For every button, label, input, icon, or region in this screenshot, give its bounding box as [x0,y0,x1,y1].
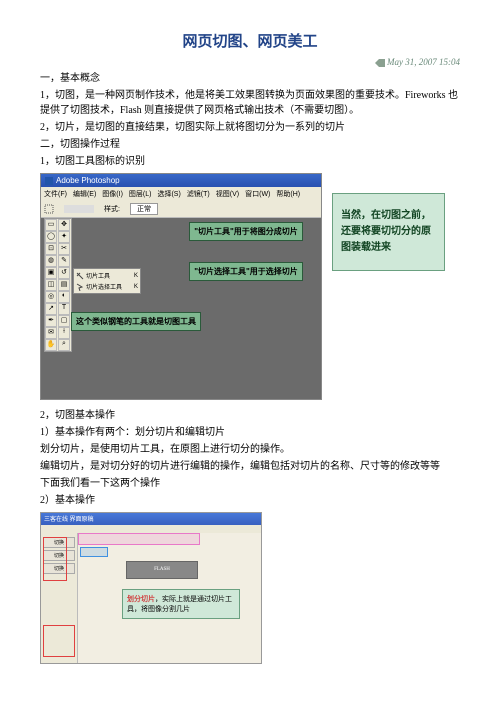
callout-slice-select: "切片选择工具"用于选择切片 [189,262,303,281]
tool-marquee[interactable]: ▭ [45,219,57,231]
tool-zoom[interactable]: ⌕ [58,339,70,351]
section3-p5: 下面我们看一下这两个操作 [40,476,460,491]
slice-select-icon [76,283,84,291]
tool-eyedrop[interactable]: ⟊ [58,327,70,339]
menu-layer[interactable]: 图层(L) [129,189,152,199]
date-line: May 31, 2007 15:04 [40,57,460,67]
fig2-titlebar: 三客在线 界面原稿 [41,513,261,525]
figure1-wrap: Adobe Photoshop 文件(F) 编辑(E) 图像(I) 图层(L) … [40,173,460,400]
tool-hand[interactable]: ✋ [45,339,57,351]
section3-p2: 1）基本操作有两个：划分切片和编辑切片 [40,425,460,440]
fig2-flash-box: FLASH [126,561,198,579]
slice-flyout[interactable]: 切片工具 K 切片选择工具 K [73,268,141,294]
ps-menubar[interactable]: 文件(F) 编辑(E) 图像(I) 图层(L) 选择(S) 滤镜(T) 视图(V… [41,187,321,201]
tool-slice[interactable]: ✂ [58,243,70,255]
selection-mode-icon[interactable] [64,205,94,213]
ps-optionbar: 样式: 正常 [41,201,321,218]
menu-select[interactable]: 选择(S) [157,189,180,199]
ps-toolbar[interactable]: ▭ ✥ ◯ ✦ ⊡ ✂ ◍ ✎ ▣ ↺ ◫ ▤ ◎ ◐ ↗ T ✒ ▢ ✉ ⟊ … [44,218,72,352]
flyout-slice-key: K [134,273,138,279]
highlight-rect-1 [43,537,67,581]
marquee-icon [44,204,54,214]
tool-shape[interactable]: ▢ [58,315,70,327]
section3-p1: 2，切图基本操作 [40,408,460,423]
section3-p3: 划分切片，是使用切片工具，在原图上进行切分的操作。 [40,442,460,457]
slice-icon [76,272,84,280]
tool-crop[interactable]: ⊡ [45,243,57,255]
section1-heading: 一，基本概念 [40,71,460,86]
date-text: May 31, 2007 15:04 [387,57,460,67]
callout-slice-tool: "切片工具"用于将图分成切片 [189,222,303,241]
menu-view[interactable]: 视图(V) [216,189,239,199]
ps-titlebar: Adobe Photoshop [41,174,321,187]
menu-file[interactable]: 文件(F) [44,189,67,199]
flyout-slice-label: 切片工具 [86,271,110,280]
flyout-slice-select[interactable]: 切片选择工具 K [75,281,139,292]
menu-filter[interactable]: 滤镜(T) [187,189,210,199]
flyout-slice-select-key: K [134,284,138,290]
tool-blur[interactable]: ◎ [45,291,57,303]
tool-wand[interactable]: ✦ [58,231,70,243]
flyout-slice[interactable]: 切片工具 K [75,270,139,281]
page-title: 网页切图、网页美工 [40,30,460,51]
menu-image[interactable]: 图像(I) [102,189,123,199]
slice-region-top [78,533,200,545]
section2-heading: 二，切图操作过程 [40,137,460,152]
tool-heal[interactable]: ◍ [45,255,57,267]
section1-p1: 1，切图，是一种网页制作技术，他是将美工效果图转换为页面效果图的重要技术。Fir… [40,88,460,118]
tool-move[interactable]: ✥ [58,219,70,231]
tag-icon [375,59,385,67]
figure2-window: 三客在线 界面原稿 切换 切换 切换 FLASH 划分切片，实际上就是通过切片工… [40,512,262,664]
tool-pen[interactable]: ✒ [45,315,57,327]
menu-edit[interactable]: 编辑(E) [73,189,96,199]
tool-eraser[interactable]: ◫ [45,279,57,291]
section2-p1: 1，切图工具图标的识别 [40,154,460,169]
tool-path[interactable]: ↗ [45,303,57,315]
slice-region-small [80,547,108,557]
tool-dodge[interactable]: ◐ [58,291,70,303]
callout-pen-tool: 这个类似钢笔的工具就是切图工具 [71,312,201,331]
fig2-canvas: FLASH 划分切片，实际上就是通过切片工具，将图像分割几片 [78,533,261,663]
ps-app-icon [45,177,53,185]
section3-p4: 编辑切片，是对切分好的切片进行编辑的操作，编辑包括对切片的名称、尺寸等的修改等等 [40,459,460,474]
ps-title-text: Adobe Photoshop [56,176,120,185]
side-note: 当然，在切图之前，还要将要切切分的原图装载进来 [332,193,445,271]
tool-grad[interactable]: ▤ [58,279,70,291]
menu-help[interactable]: 帮助(H) [276,189,300,199]
menu-window[interactable]: 窗口(W) [245,189,270,199]
section3-p6: 2）基本操作 [40,493,460,508]
opt-style-select[interactable]: 正常 [130,203,158,215]
flyout-slice-select-label: 切片选择工具 [86,282,122,291]
tool-lasso[interactable]: ◯ [45,231,57,243]
tool-brush[interactable]: ✎ [58,255,70,267]
tool-stamp[interactable]: ▣ [45,267,57,279]
tool-note[interactable]: ✉ [45,327,57,339]
opt-style-label: 样式: [104,204,120,214]
section1-p2: 2，切片，是切图的直接结果，切图实际上就将图切分为一系列的切片 [40,120,460,135]
tool-history[interactable]: ↺ [58,267,70,279]
fig2-callout: 划分切片，实际上就是通过切片工具，将图像分割几片 [122,589,240,619]
highlight-rect-2 [43,625,75,657]
tool-text[interactable]: T [58,303,70,315]
fig2-callout-em: 划分切片 [127,595,155,603]
photoshop-window: Adobe Photoshop 文件(F) 编辑(E) 图像(I) 图层(L) … [40,173,322,400]
